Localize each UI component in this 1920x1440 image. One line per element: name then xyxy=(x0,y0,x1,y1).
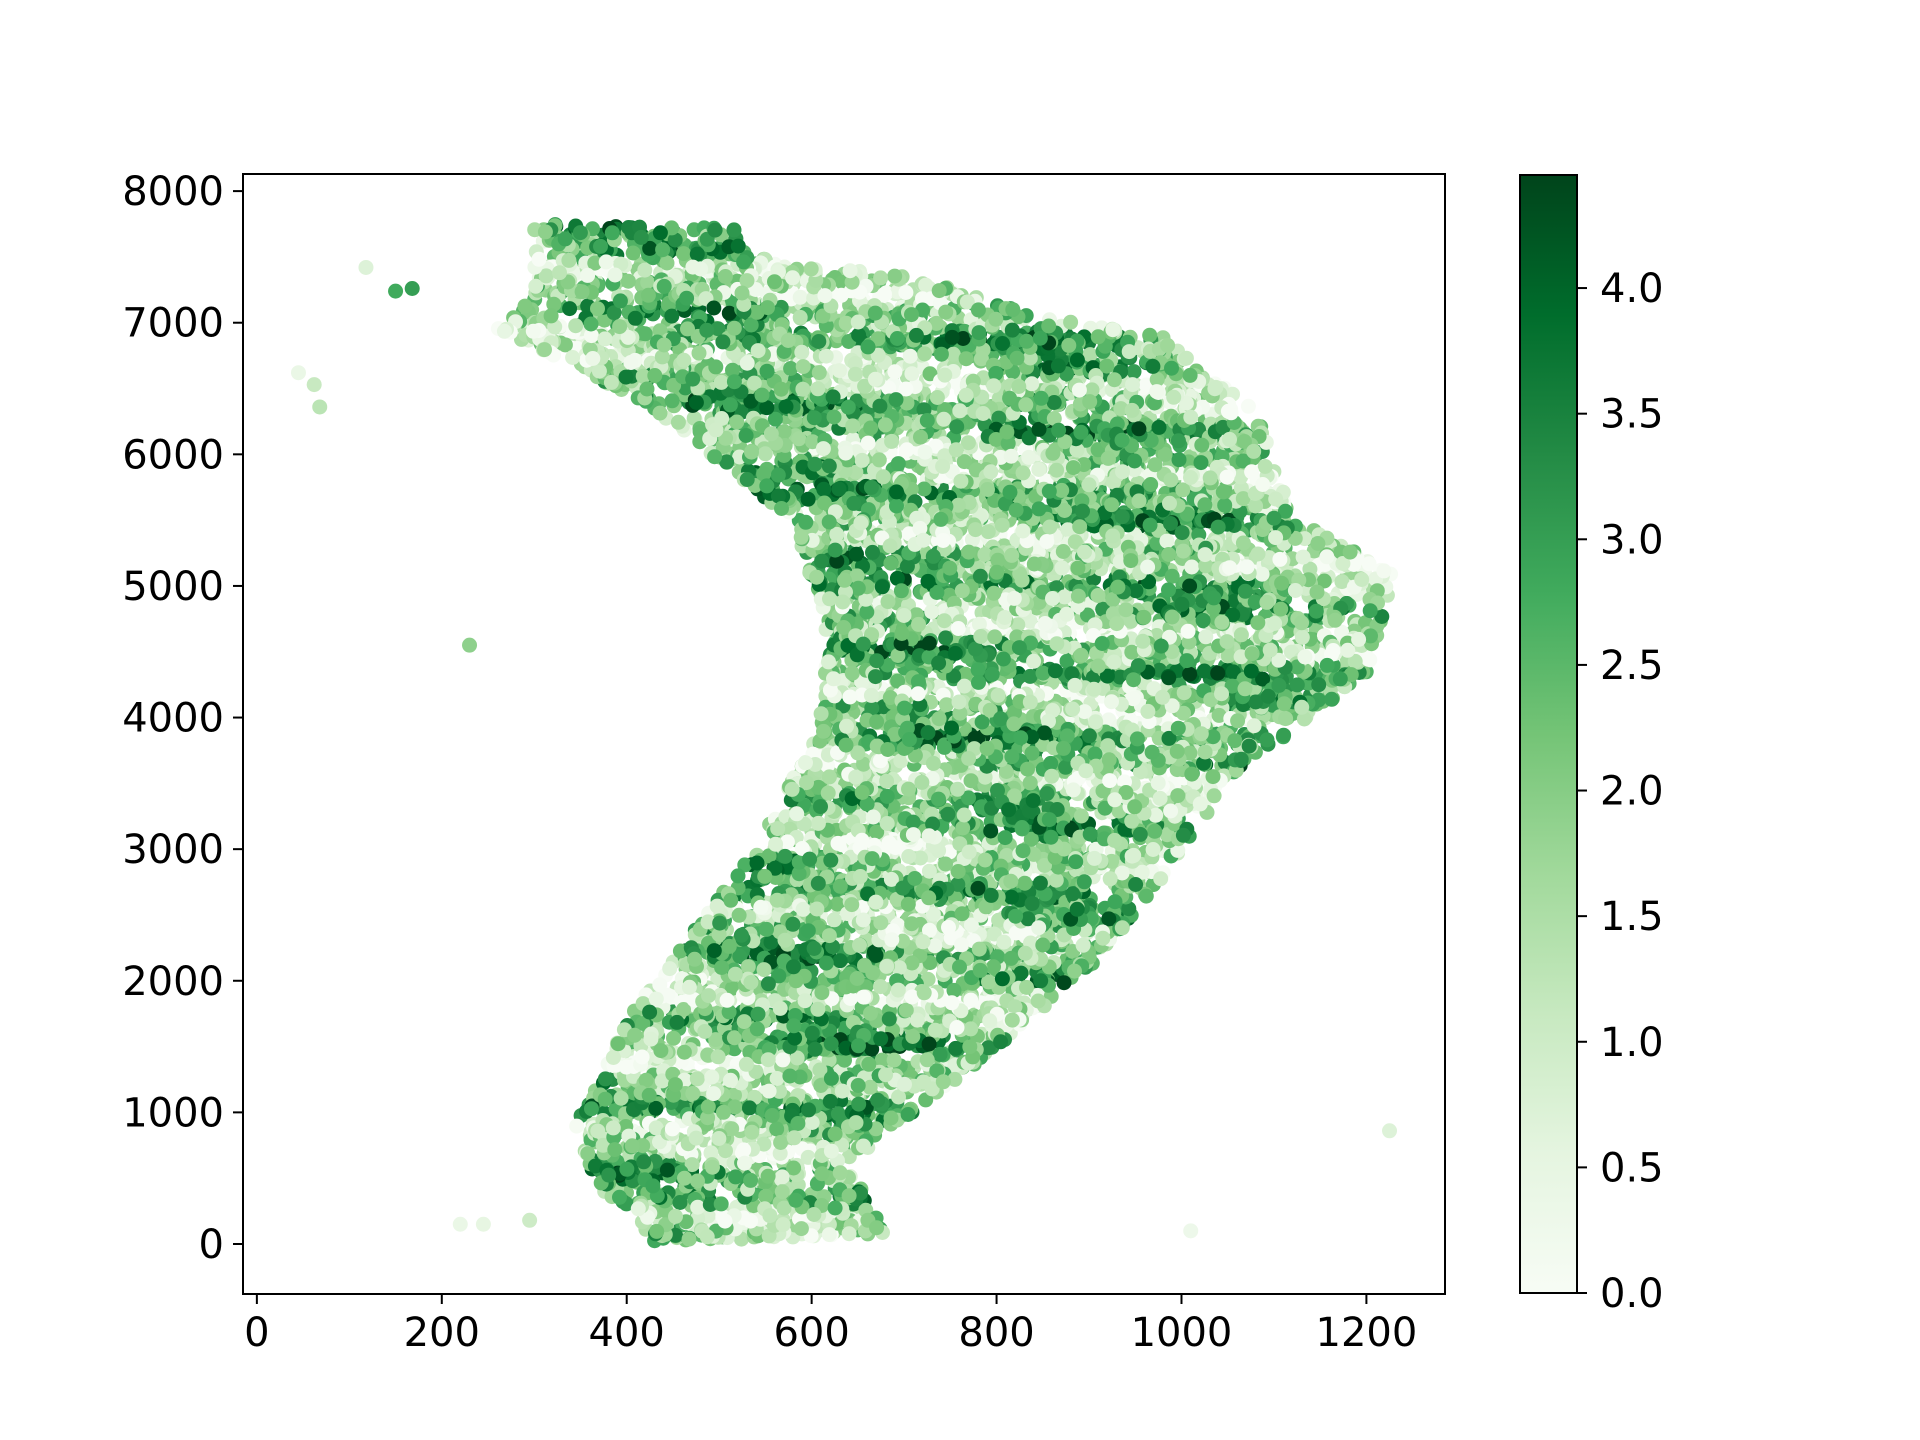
scatter-point xyxy=(569,1118,585,1134)
scatter-point xyxy=(881,380,897,396)
scatter-point xyxy=(1059,653,1075,669)
scatter-point xyxy=(791,431,807,447)
scatter-point xyxy=(662,961,678,977)
scatter-point xyxy=(1121,901,1137,917)
scatter-points xyxy=(290,217,1399,1249)
scatter-point xyxy=(958,666,973,682)
scatter-point xyxy=(1142,327,1158,343)
scatter-point xyxy=(1276,727,1292,743)
scatter-point xyxy=(963,917,979,933)
scatter-point xyxy=(893,583,909,599)
scatter-point xyxy=(913,850,928,866)
scatter-point xyxy=(659,255,675,271)
scatter-point xyxy=(893,753,909,769)
scatter-point xyxy=(920,971,936,987)
scatter-point xyxy=(856,756,871,772)
scatter-point xyxy=(1170,842,1186,858)
scatter-point xyxy=(837,1052,852,1068)
scatter-point xyxy=(557,337,573,353)
scatter-point xyxy=(1178,350,1194,366)
scatter-point xyxy=(889,570,905,586)
scatter-point xyxy=(942,844,958,860)
scatter-point xyxy=(517,298,533,314)
scatter-point xyxy=(980,524,996,540)
scatter-point xyxy=(1056,975,1072,991)
scatter-point xyxy=(1240,398,1256,414)
